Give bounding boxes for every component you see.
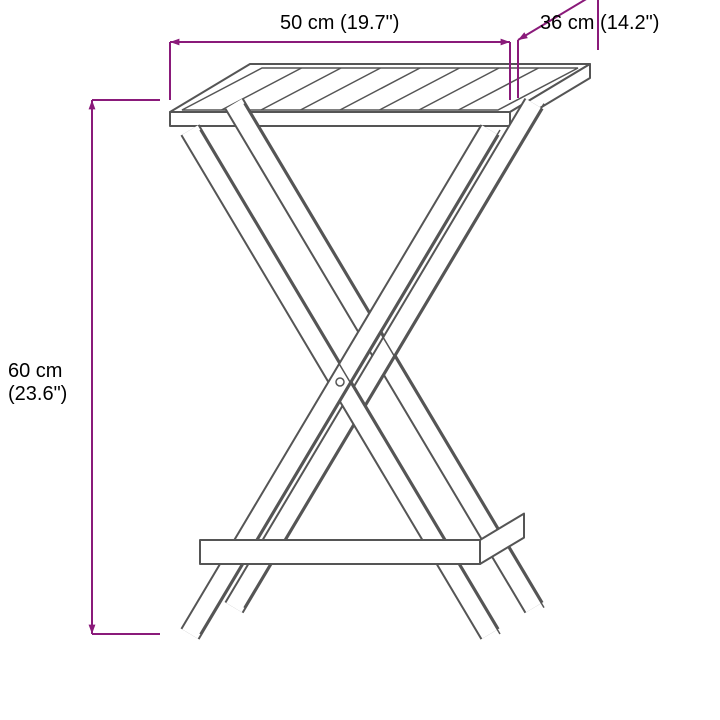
dimension-depth-in: (14.2") bbox=[600, 12, 659, 34]
dimension-height-cm: 60 cm bbox=[8, 360, 62, 382]
dimension-width-cm: 50 cm bbox=[280, 12, 334, 34]
dimension-height-label: 60 cm (23.6") bbox=[8, 360, 67, 406]
dimension-width-label: 50 cm (19.7") bbox=[280, 12, 399, 35]
dimension-depth-cm: 36 cm bbox=[540, 12, 594, 34]
dimension-depth-label: 36 cm (14.2") bbox=[540, 12, 659, 35]
dimension-width-in: (19.7") bbox=[340, 12, 399, 34]
dimension-height-in: (23.6") bbox=[8, 383, 67, 405]
technical-drawing bbox=[0, 0, 720, 720]
diagram-stage: 50 cm (19.7") 36 cm (14.2") 60 cm (23.6"… bbox=[0, 0, 720, 720]
